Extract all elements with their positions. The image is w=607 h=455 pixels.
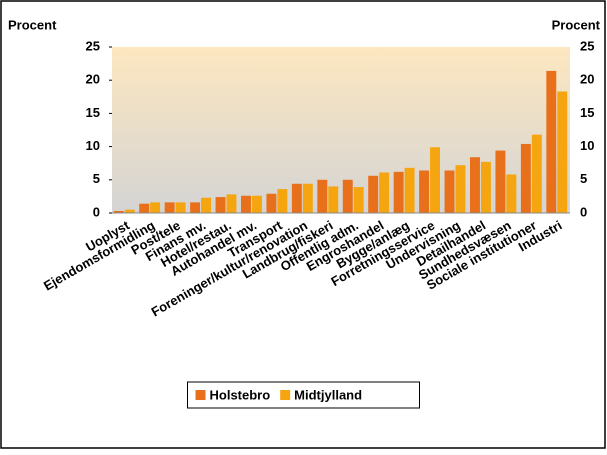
bar (520, 143, 531, 213)
bar (455, 165, 466, 213)
bar (164, 202, 175, 213)
legend-box (187, 381, 420, 409)
bar (430, 147, 440, 213)
legend-swatch (280, 390, 291, 400)
y2-tick-label: 15 (580, 105, 594, 120)
y2-tick-label: 20 (580, 72, 594, 87)
y2-tick-label: 25 (580, 38, 594, 53)
y2-tick-label: 10 (580, 138, 594, 153)
y2-axis-label: Procent (552, 17, 601, 32)
y-tick-label: 5 (93, 171, 100, 186)
bar (546, 70, 557, 214)
bar (201, 197, 211, 213)
bar (302, 183, 313, 213)
bar (353, 187, 364, 213)
y2-tick-label: 5 (580, 171, 587, 186)
bar (226, 194, 237, 213)
bar (393, 171, 404, 213)
y-tick-label: 20 (86, 72, 100, 87)
bar (139, 203, 150, 213)
bar (124, 209, 135, 213)
bar (531, 134, 542, 213)
legend-label: Midtjylland (294, 387, 362, 402)
bar (470, 157, 480, 213)
bar (557, 91, 568, 213)
y2-tick-label: 0 (580, 204, 587, 219)
bar (190, 202, 201, 213)
bar (175, 202, 186, 213)
bar (291, 183, 302, 213)
bar (419, 170, 430, 213)
legend-label: Holstebro (210, 387, 271, 402)
bar (404, 167, 415, 213)
bar (317, 179, 328, 213)
y-tick-label: 15 (86, 105, 100, 120)
bar (480, 161, 491, 213)
bar (379, 172, 390, 213)
legend-swatch (195, 390, 206, 400)
bar (277, 189, 288, 213)
bar (150, 202, 161, 213)
y-tick-label: 0 (93, 204, 100, 219)
plot-area (112, 47, 570, 213)
bar (368, 175, 379, 213)
bar (506, 174, 517, 213)
y-tick-label: 10 (86, 138, 100, 153)
bar (495, 150, 506, 213)
bar (266, 193, 277, 213)
bar (444, 170, 455, 213)
y-tick-label: 25 (86, 38, 100, 53)
bar (251, 195, 262, 213)
bar (113, 211, 124, 213)
bar (342, 179, 353, 213)
bar (241, 195, 251, 213)
bar (215, 197, 226, 213)
bar (328, 186, 339, 213)
y-axis-label: Procent (8, 17, 57, 32)
